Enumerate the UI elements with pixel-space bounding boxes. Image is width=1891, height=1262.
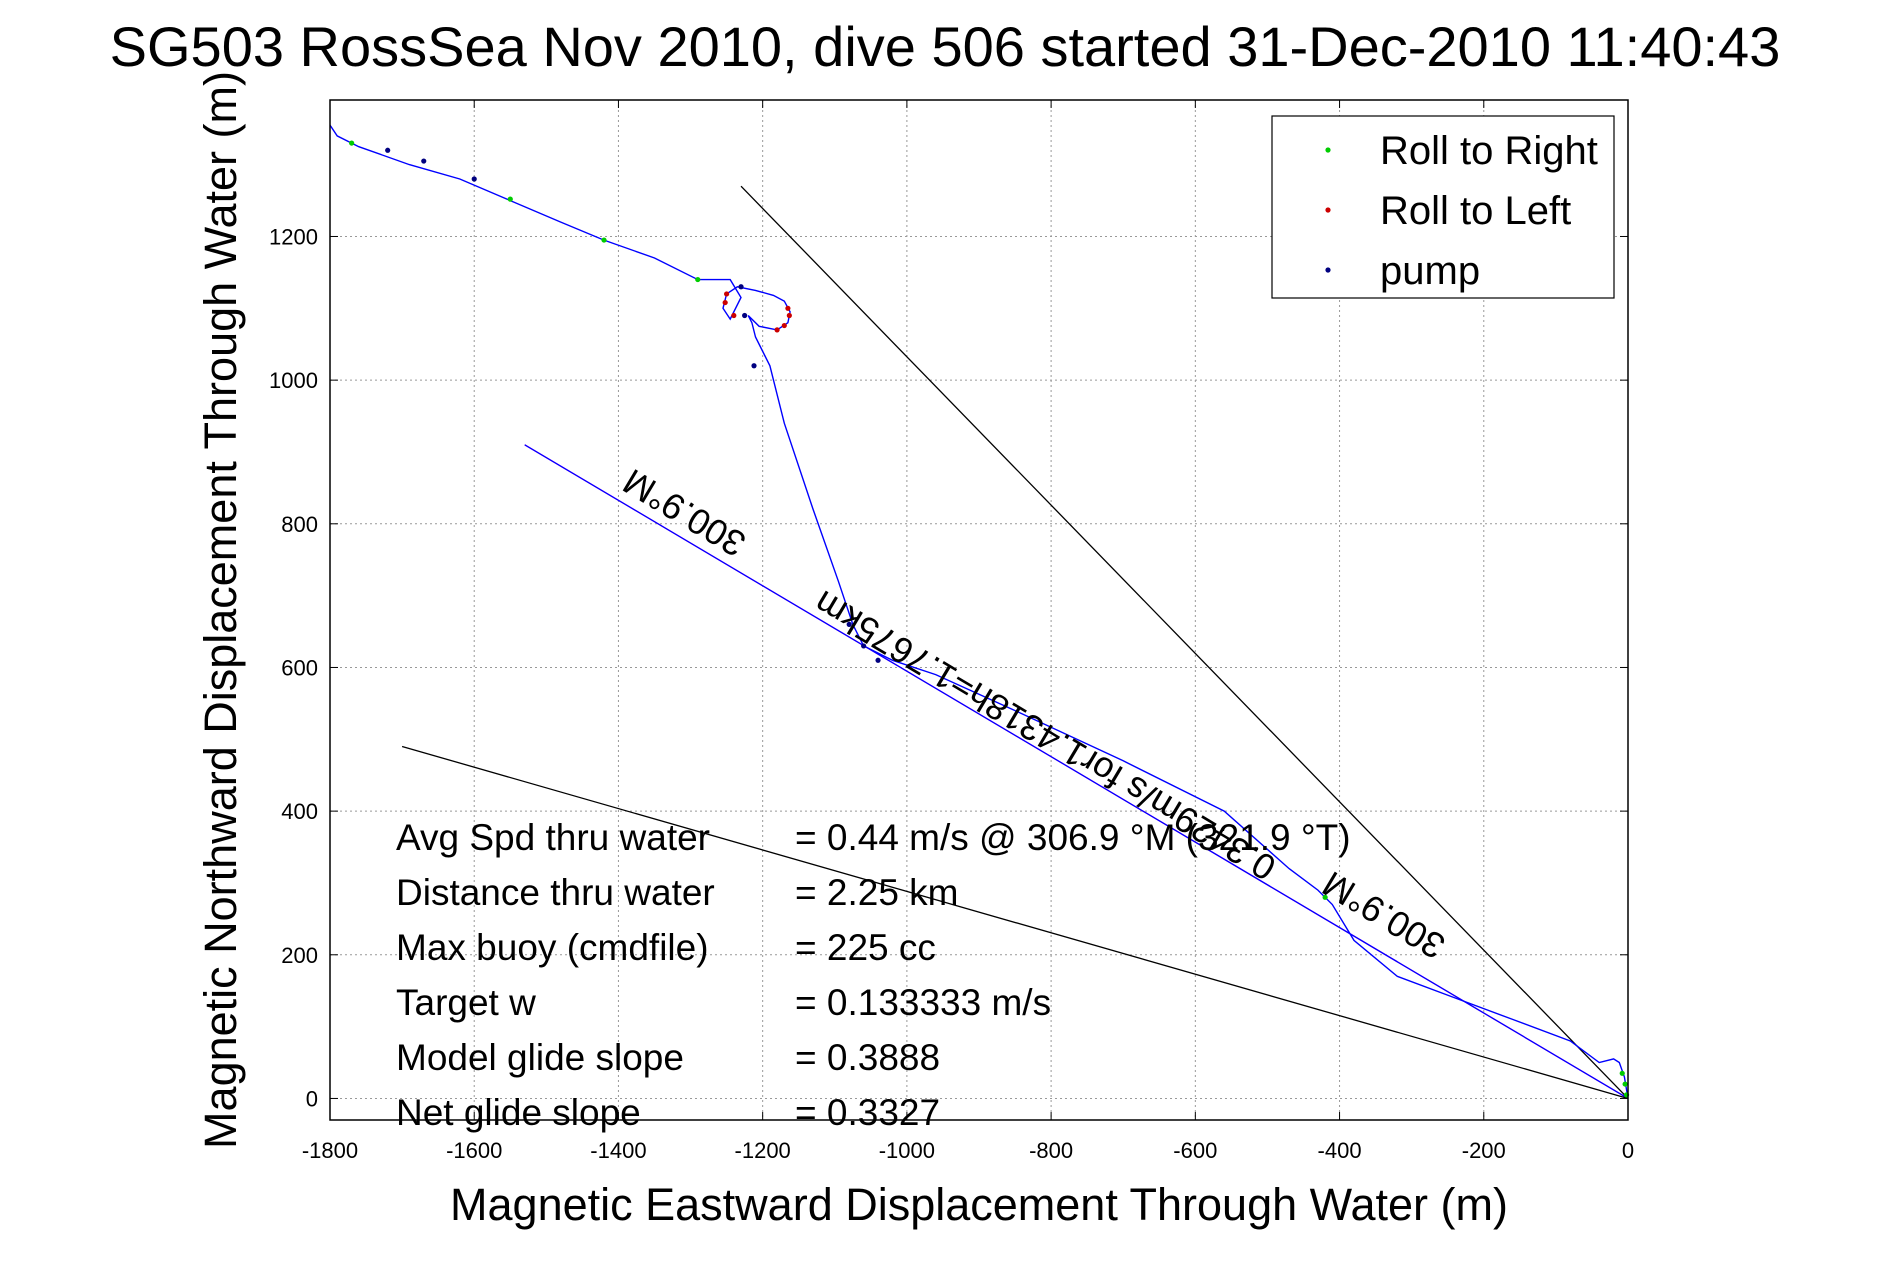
x-tick-label: -1400: [590, 1138, 646, 1163]
roll-left-point: [731, 312, 737, 319]
legend-marker: [1325, 147, 1331, 153]
stat-label: Distance thru water: [396, 872, 715, 913]
stat-value: = 0.133333 m/s: [795, 982, 1051, 1023]
x-tick-label: -800: [1029, 1138, 1073, 1163]
y-axis-label: Magnetic Northward Displacement Through …: [195, 71, 246, 1149]
stat-label: Target w: [396, 982, 536, 1023]
stat-value: = 0.3327: [795, 1092, 940, 1133]
x-tick-label: -600: [1173, 1138, 1217, 1163]
roll-left-point: [774, 327, 780, 333]
x-tick-label: -1600: [446, 1138, 502, 1163]
roll-right-point: [349, 140, 355, 146]
roll-left-point: [724, 291, 730, 297]
roll-left-point: [785, 305, 791, 311]
roll-right-point: [1322, 894, 1328, 900]
y-tick-label: 200: [281, 943, 318, 968]
legend: Roll to Right Roll to Left pump: [1271, 115, 1615, 299]
reference-line: [401, 745, 1629, 1100]
legend-label: Roll to Right: [1380, 129, 1598, 173]
y-tick-label: 1000: [269, 368, 318, 393]
x-tick-label: 0: [1622, 1138, 1634, 1163]
roll-right-point: [1619, 1070, 1625, 1076]
stat-value: = 0.3888: [795, 1037, 940, 1078]
stat-label: Avg Spd thru water: [396, 817, 710, 858]
glider-track: [329, 124, 1629, 1099]
y-tick-label: 1200: [269, 224, 318, 249]
dive-statistics: Avg Spd thru water = 0.44 m/s @ 306.9 °M …: [396, 817, 1351, 1133]
stat-value: = 225 cc: [795, 927, 936, 968]
plot-frame: [329, 99, 1629, 1121]
stat-label: Model glide slope: [396, 1037, 684, 1078]
x-tick-label: -200: [1462, 1138, 1506, 1163]
pump-point: [471, 176, 477, 182]
reference-lines: [401, 185, 1629, 1100]
x-tick-label: -400: [1318, 1138, 1362, 1163]
pump-point: [738, 284, 744, 290]
pump-point: [846, 621, 852, 627]
legend-label: Roll to Left: [1380, 189, 1571, 233]
stat-value: = 2.25 km: [795, 872, 959, 913]
roll-left-point: [781, 322, 787, 329]
roll-right-point: [1622, 1081, 1628, 1087]
chart-title: SG503 RossSea Nov 2010, dive 506 started…: [110, 15, 1781, 78]
y-tick-label: 0: [306, 1086, 318, 1111]
x-axis-label: Magnetic Eastward Displacement Through W…: [450, 1179, 1508, 1230]
reference-line: [524, 444, 1629, 1100]
reference-line: [740, 185, 1629, 1099]
roll-left-point: [786, 312, 792, 319]
roll-right-point: [695, 276, 701, 283]
x-tick-label: -1200: [735, 1138, 791, 1163]
x-tick-label: -1000: [879, 1138, 935, 1163]
pump-point: [751, 363, 757, 369]
legend-marker: [1325, 267, 1331, 273]
roll-right-point: [507, 196, 513, 202]
pump-point: [742, 312, 748, 319]
track-markers: [349, 140, 1630, 1098]
y-tick-label: 800: [281, 512, 318, 537]
y-tick-label: 400: [281, 799, 318, 824]
stat-value: = 0.44 m/s @ 306.9 °M (321.9 °T): [795, 817, 1351, 858]
x-tick-label: -1800: [302, 1138, 358, 1163]
y-axis-ticks: 0 200 400 600 800 1000 1200: [269, 224, 1628, 1111]
x-axis-ticks: -1800 -1600 -1400 -1200 -1000 -800 -600 -400 -20…: [302, 100, 1634, 1163]
pump-point: [385, 147, 391, 153]
legend-marker: [1325, 207, 1331, 213]
stat-label: Max buoy (cmdfile): [396, 927, 709, 968]
y-tick-label: 600: [281, 655, 318, 680]
legend-label: pump: [1380, 249, 1480, 293]
grid-lines: [329, 100, 1629, 1120]
track-line: [329, 124, 1629, 1099]
pump-point: [875, 657, 881, 663]
roll-left-point: [722, 299, 728, 306]
pump-point: [861, 643, 867, 649]
roll-right-point: [601, 237, 607, 243]
stat-label: Net glide slope: [396, 1092, 641, 1133]
pump-point: [421, 158, 427, 164]
